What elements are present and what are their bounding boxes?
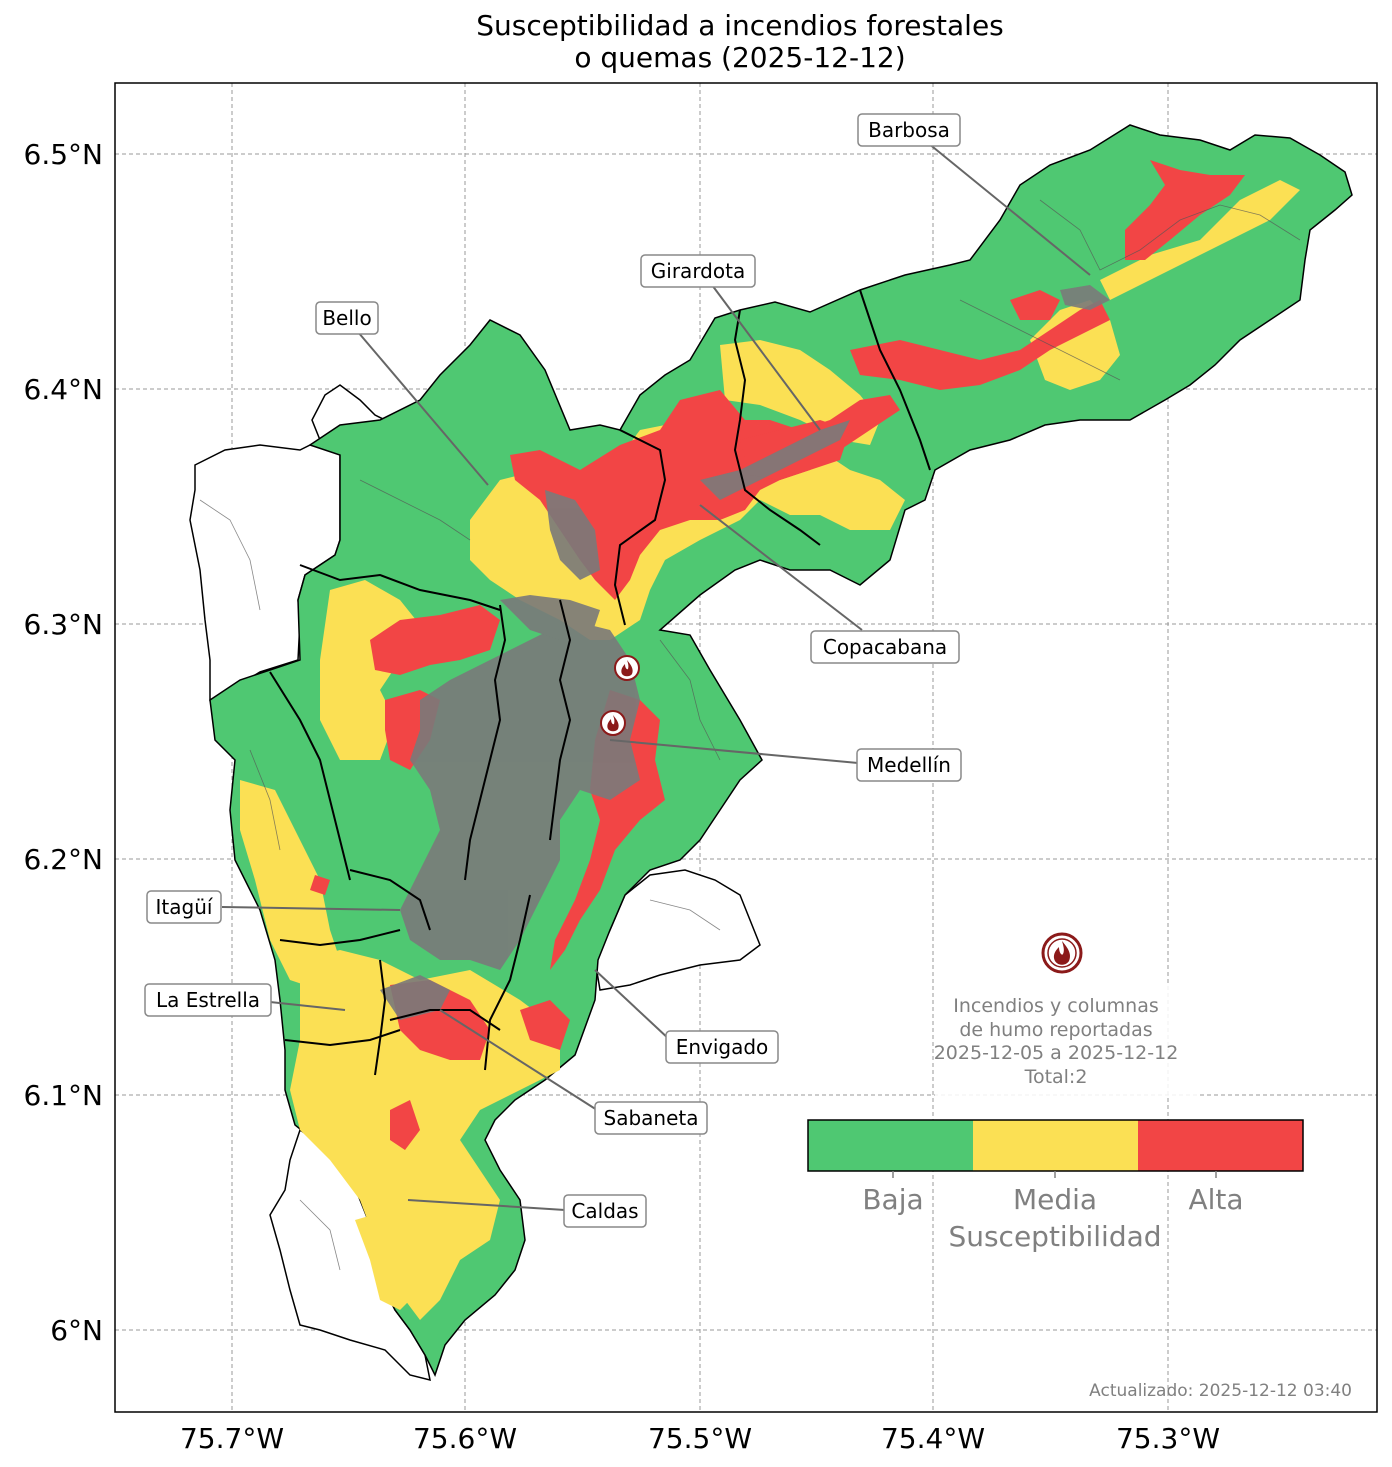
svg-text:Itagüí: Itagüí xyxy=(156,895,214,919)
svg-text:La Estrella: La Estrella xyxy=(156,988,260,1012)
lat-tick-label: 6.2°N xyxy=(24,843,103,876)
colorbar-label-media: Media xyxy=(1013,1183,1097,1216)
place-label-caldas: Caldas xyxy=(563,1194,647,1228)
svg-text:Copacabana: Copacabana xyxy=(823,635,947,659)
colorbar-title: Susceptibilidad xyxy=(948,1220,1161,1253)
svg-text:Girardota: Girardota xyxy=(651,259,745,283)
place-label-sabaneta: Sabaneta xyxy=(594,1101,708,1135)
colorbar-media xyxy=(973,1120,1139,1171)
place-label-girardota: Girardota xyxy=(640,254,756,288)
fire-report-marker[interactable] xyxy=(600,710,626,736)
lon-tick-label: 75.6°W xyxy=(413,1422,517,1455)
fire-report-marker[interactable] xyxy=(614,655,640,681)
map-title-line1: Susceptibilidad a incendios forestales xyxy=(476,9,1004,42)
fire-legend-line3: 2025-12-05 a 2025-12-12 xyxy=(934,1042,1179,1064)
lon-tick-label: 75.3°W xyxy=(1116,1422,1220,1455)
fire-legend-line1: Incendios y columnas xyxy=(953,995,1159,1017)
susceptibility-colorbar: Baja Media Alta Susceptibilidad xyxy=(807,1119,1304,1253)
lat-tick-label: 6.3°N xyxy=(24,608,103,641)
fire-legend-line4: Total:2 xyxy=(1024,1066,1088,1088)
place-label-bello: Bello xyxy=(315,301,379,335)
svg-text:Envigado: Envigado xyxy=(676,1035,769,1059)
longitude-tick-labels: 75.7°W 75.6°W 75.5°W 75.4°W 75.3°W xyxy=(180,1422,1220,1455)
place-label-copacabana: Copacabana xyxy=(810,630,960,664)
lon-tick-label: 75.5°W xyxy=(648,1422,752,1455)
map-title: Susceptibilidad a incendios forestales o… xyxy=(0,10,1392,74)
fire-legend-line2: de humo reportadas xyxy=(959,1019,1152,1041)
susceptibility-layer xyxy=(189,124,1353,1382)
subdivision-boundaries xyxy=(199,199,1301,1271)
svg-text:Medellín: Medellín xyxy=(867,753,951,777)
place-label-itagui: Itagüí xyxy=(146,890,222,924)
latitude-tick-labels: 6.5°N 6.4°N 6.3°N 6.2°N 6.1°N 6°N xyxy=(24,138,103,1347)
lat-tick-label: 6°N xyxy=(50,1314,103,1347)
fire-legend-icon xyxy=(1041,932,1083,974)
svg-text:Caldas: Caldas xyxy=(571,1199,638,1223)
municipality-boundaries xyxy=(269,289,931,1076)
place-label-medellin: Medellín xyxy=(856,748,962,782)
place-label-envigado: Envigado xyxy=(665,1030,779,1064)
place-label-la-estrella: La Estrella xyxy=(144,983,272,1017)
fire-legend: Incendios y columnas de humo reportadas … xyxy=(934,932,1200,1097)
svg-text:Barbosa: Barbosa xyxy=(868,118,950,142)
lat-tick-label: 6.1°N xyxy=(24,1079,103,1112)
lon-tick-label: 75.7°W xyxy=(180,1422,284,1455)
svg-text:Sabaneta: Sabaneta xyxy=(604,1106,699,1130)
colorbar-label-baja: Baja xyxy=(862,1183,923,1216)
map-title-line2: o quemas (2025-12-12) xyxy=(574,41,906,74)
place-leader-lines xyxy=(221,142,1091,1211)
lat-tick-label: 6.4°N xyxy=(24,373,103,406)
colorbar-baja xyxy=(808,1120,974,1171)
lon-tick-label: 75.4°W xyxy=(881,1422,985,1455)
place-label-barbosa: Barbosa xyxy=(857,113,961,147)
urban-areas xyxy=(380,285,1110,1020)
colorbar-alta xyxy=(1138,1120,1303,1171)
lat-tick-label: 6.5°N xyxy=(24,138,103,171)
svg-text:Bello: Bello xyxy=(322,306,371,330)
updated-timestamp: Actualizado: 2025-12-12 03:40 xyxy=(1089,1381,1352,1401)
colorbar-label-alta: Alta xyxy=(1188,1183,1243,1216)
plot-frame xyxy=(114,82,1378,1413)
